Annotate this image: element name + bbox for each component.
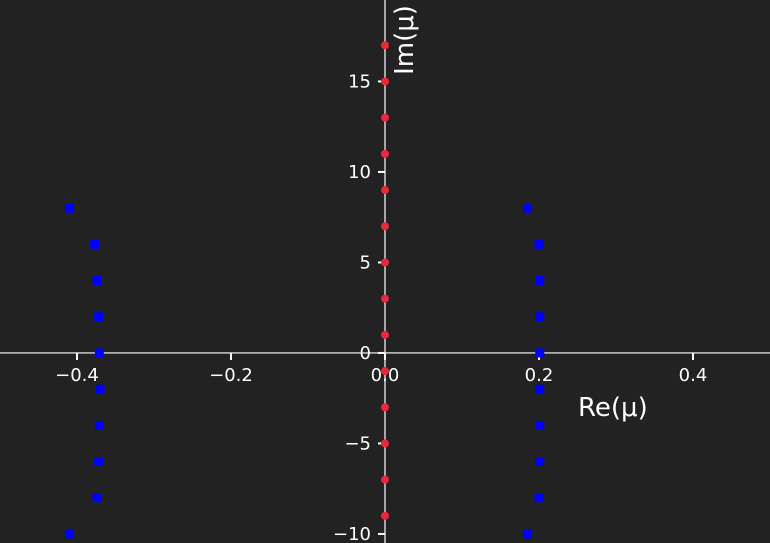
square-marker (535, 348, 545, 358)
y-tick-label: 5 (360, 252, 371, 273)
circle-marker (381, 113, 389, 122)
circle-marker (381, 475, 389, 484)
square-marker (64, 203, 74, 213)
circle-marker (381, 222, 389, 231)
circle-marker (381, 330, 389, 339)
square-marker (95, 384, 105, 394)
circle-marker (381, 149, 389, 158)
square-marker (94, 312, 104, 322)
circle-marker (381, 403, 389, 412)
square-marker (535, 457, 545, 467)
square-marker (534, 493, 544, 503)
circle-marker (381, 511, 389, 520)
circle-marker (381, 439, 389, 448)
x-tick-label: −0.2 (209, 365, 253, 386)
y-tick-label: 10 (348, 162, 371, 183)
square-marker (92, 493, 102, 503)
circle-marker (381, 77, 389, 86)
x-tick-label: −0.4 (55, 365, 99, 386)
square-marker (535, 384, 545, 394)
y-tick-label: 15 (348, 71, 371, 92)
square-marker (535, 276, 545, 286)
square-marker (522, 529, 532, 539)
x-axis-label: Re(μ) (578, 393, 648, 423)
circle-marker (381, 367, 389, 376)
square-marker (64, 529, 74, 539)
x-tick-label: 0.4 (679, 365, 708, 386)
data-points (64, 41, 545, 539)
x-ticks: −0.4 −0.2 0.0 0.2 0.4 (55, 352, 708, 386)
circle-marker (381, 186, 389, 195)
square-marker (94, 348, 104, 358)
x-tick-label: 0.2 (525, 365, 554, 386)
square-marker (94, 457, 104, 467)
y-tick-label: 0 (360, 343, 371, 364)
y-tick-label: −10 (333, 524, 371, 543)
square-marker (535, 420, 545, 430)
square-marker (92, 276, 102, 286)
y-ticks: −10 −5 0 5 10 15 (333, 71, 385, 543)
circle-marker (381, 258, 389, 267)
square-marker (534, 239, 544, 249)
x-tick-label: 0.0 (371, 365, 400, 386)
square-marker (90, 239, 100, 249)
circle-marker (381, 294, 389, 303)
square-marker (535, 312, 545, 322)
y-axis-label: Im(μ) (390, 5, 420, 75)
square-marker (94, 420, 104, 430)
circle-marker (381, 41, 389, 50)
y-tick-label: −5 (344, 433, 371, 454)
square-marker (522, 203, 532, 213)
